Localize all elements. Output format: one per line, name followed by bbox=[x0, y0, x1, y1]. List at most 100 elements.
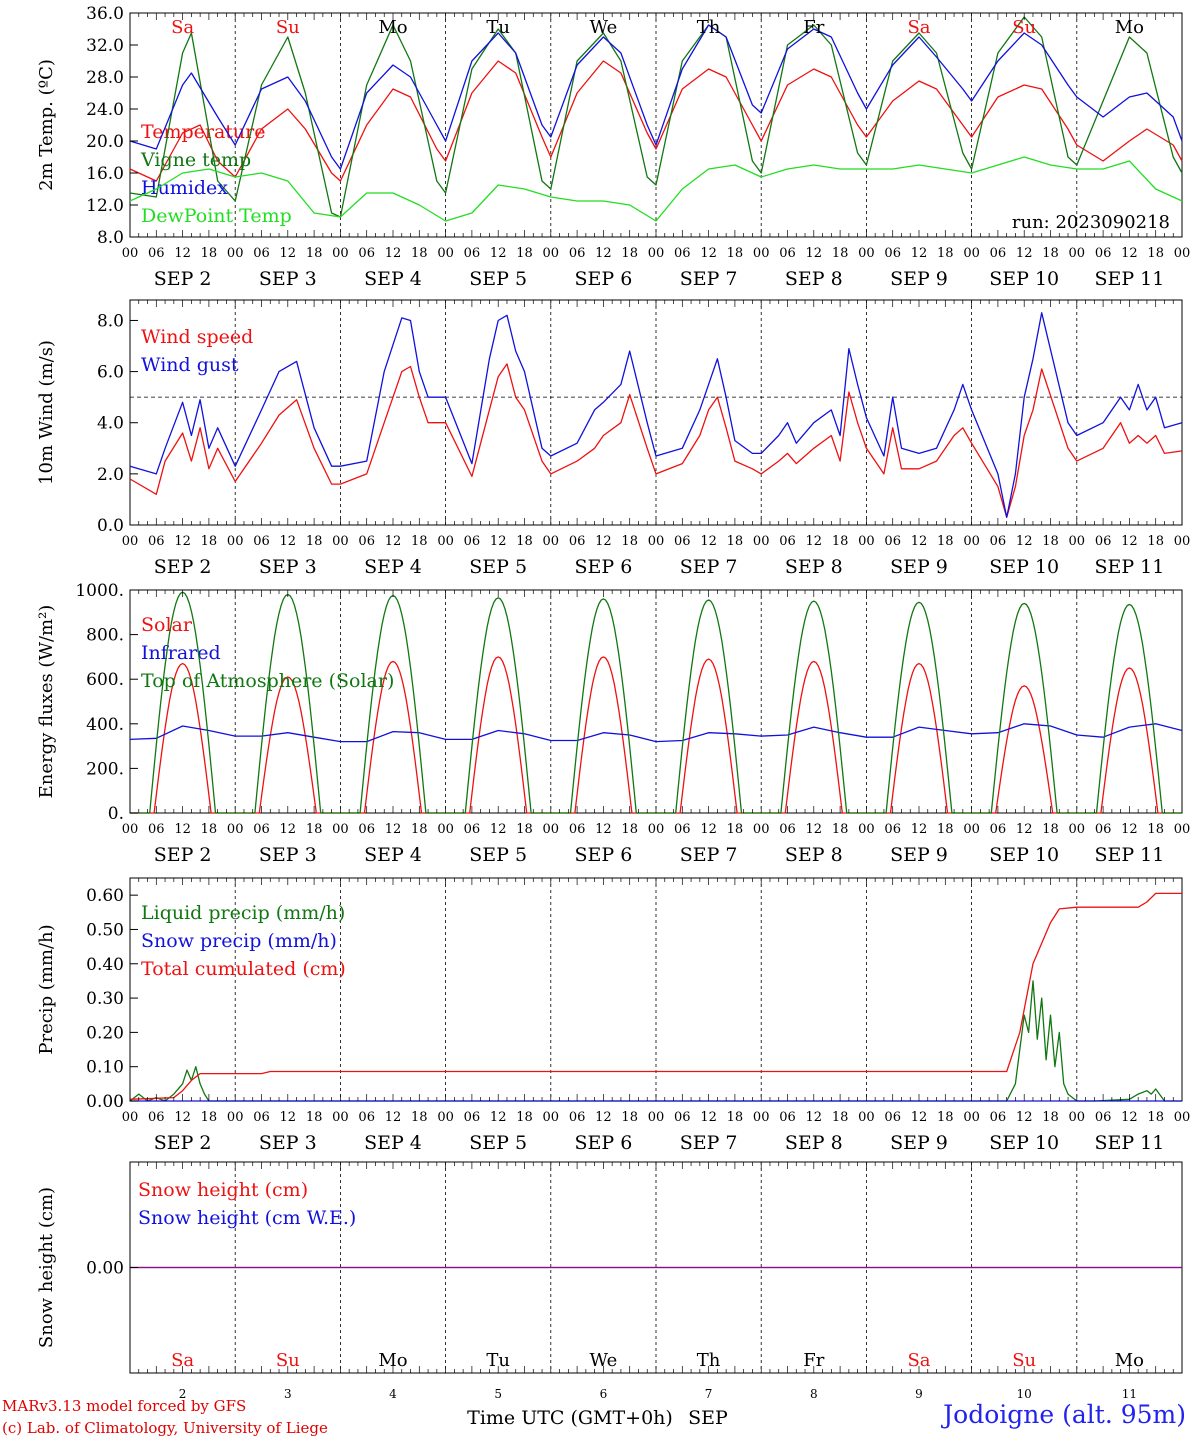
wind-hour-label: 00 bbox=[753, 534, 770, 549]
energy-ytick-label: 600. bbox=[86, 670, 124, 690]
energy-date-label: SEP 11 bbox=[1094, 844, 1164, 866]
snow-day-number: 4 bbox=[389, 1387, 397, 1401]
snow-weekday-label: Su bbox=[276, 1350, 300, 1371]
precip-hour-label: 00 bbox=[332, 1110, 349, 1125]
temperature-hour-label: 18 bbox=[1042, 246, 1059, 261]
wind-hour-label: 18 bbox=[1042, 534, 1059, 549]
temperature-hour-label: 00 bbox=[648, 246, 665, 261]
precip-hour-label: 12 bbox=[911, 1110, 928, 1125]
wind-hour-label: 12 bbox=[911, 534, 928, 549]
energy-hour-label: 18 bbox=[1042, 822, 1059, 837]
temperature-legend-label: Vigne temp bbox=[140, 149, 251, 171]
energy-hour-label: 06 bbox=[569, 822, 586, 837]
time-axis-label: Time UTC (GMT+0h) bbox=[467, 1407, 673, 1429]
energy-hour-label: 18 bbox=[411, 822, 428, 837]
precip-hour-label: 06 bbox=[1095, 1110, 1112, 1125]
snow-day-number: 9 bbox=[915, 1387, 923, 1401]
snow-day-number: 2 bbox=[179, 1387, 187, 1401]
wind-ylabel: 10m Wind (m/s) bbox=[36, 340, 57, 485]
temperature-hour-label: 06 bbox=[779, 246, 796, 261]
snow-day-number: 6 bbox=[600, 1387, 608, 1401]
temperature-series-line bbox=[129, 16, 1183, 218]
temperature-date-label: SEP 7 bbox=[680, 268, 738, 290]
precip-ytick-label: 0.50 bbox=[86, 920, 124, 940]
temperature-hour-label: 06 bbox=[674, 246, 691, 261]
wind-frame bbox=[129, 299, 1183, 526]
snow-weekday-label: Mo bbox=[378, 1350, 407, 1371]
precip-ytick-label: 0.20 bbox=[86, 1023, 124, 1043]
wind-hour-label: 00 bbox=[227, 534, 244, 549]
wind-ytick-label: 8.0 bbox=[97, 311, 124, 331]
precip-date-label: SEP 2 bbox=[154, 1132, 212, 1154]
energy-date-label: SEP 4 bbox=[364, 844, 422, 866]
precip-axis: 0.60 0.50 0.40 0.30 0.20 0.10 0.00 Precip (mm/h… bbox=[36, 878, 1190, 1154]
energy-hour-label: 18 bbox=[937, 822, 954, 837]
snow-ylabel: Snow height (cm) bbox=[36, 1187, 57, 1348]
energy-hour-label: 12 bbox=[1121, 822, 1138, 837]
precip-ytick-label: 0.00 bbox=[86, 1092, 124, 1112]
wind-hour-label: 12 bbox=[700, 534, 717, 549]
energy-hour-label: 06 bbox=[990, 822, 1007, 837]
wind-ytick-label: 4.0 bbox=[97, 414, 124, 434]
wind-date-label: SEP 8 bbox=[785, 556, 843, 578]
energy-grid bbox=[129, 589, 1183, 814]
precip-date-label: SEP 8 bbox=[785, 1132, 843, 1154]
precip-hour-label: 12 bbox=[595, 1110, 612, 1125]
snow-series: Snow height (cm) Snow height (cm W.E.) bbox=[130, 1179, 1182, 1269]
wind-hour-label: 18 bbox=[937, 534, 954, 549]
energy-hour-label: 12 bbox=[700, 822, 717, 837]
temperature-hour-label: 12 bbox=[1121, 246, 1138, 261]
precip-hour-label: 00 bbox=[648, 1110, 665, 1125]
precip-hour-label: 00 bbox=[858, 1110, 875, 1125]
precip-legend-label: Total cumulated (cm) bbox=[141, 958, 346, 980]
precip-ytick-label: 0.10 bbox=[86, 1058, 124, 1078]
temperature-hour-label: 00 bbox=[332, 246, 349, 261]
wind-hour-label: 00 bbox=[437, 534, 454, 549]
energy-legend-label: Top of Atmosphere (Solar) bbox=[141, 670, 394, 692]
energy-series-line bbox=[129, 723, 1183, 743]
temperature-hour-label: 06 bbox=[358, 246, 375, 261]
energy-date-label: SEP 3 bbox=[259, 844, 317, 866]
precip-date-label: SEP 6 bbox=[574, 1132, 632, 1154]
wind-ytick-label: 2.0 bbox=[97, 465, 124, 485]
wind-hour-label: 12 bbox=[806, 534, 823, 549]
station-name: Jodoigne (alt. 95m) bbox=[943, 1400, 1186, 1429]
precip-hour-label: 18 bbox=[727, 1110, 744, 1125]
energy-hour-label: 18 bbox=[727, 822, 744, 837]
precip-hour-label: 18 bbox=[306, 1110, 323, 1125]
energy-hour-label: 00 bbox=[543, 822, 560, 837]
energy-series: Solar Infrared Top of Atmosphere (Solar) bbox=[129, 591, 1183, 814]
temperature-hour-label: 06 bbox=[253, 246, 270, 261]
energy-hour-label: 12 bbox=[595, 822, 612, 837]
snow-weekday-label: We bbox=[590, 1350, 618, 1371]
energy-hour-label: 12 bbox=[911, 822, 928, 837]
temperature-hour-label: 00 bbox=[858, 246, 875, 261]
temperature-weekday-label: Th bbox=[697, 17, 721, 38]
temperature-date-label: SEP 9 bbox=[890, 268, 948, 290]
snow-weekday-label: Fr bbox=[803, 1350, 824, 1371]
energy-ytick-label: 400. bbox=[86, 715, 124, 735]
energy-legend-label: Infrared bbox=[141, 642, 221, 664]
temperature-series-line bbox=[129, 24, 1183, 170]
temperature-weekday-label: Su bbox=[1012, 17, 1036, 38]
temperature-weekday-label: Mo bbox=[1115, 17, 1144, 38]
temperature-hour-label: 00 bbox=[437, 246, 454, 261]
snow-legend-label: Snow height (cm W.E.) bbox=[138, 1207, 356, 1229]
wind-hour-label: 06 bbox=[358, 534, 375, 549]
wind-grid bbox=[129, 299, 1183, 526]
energy-axis: 1000. 800. 600. 400. 200. 0. Energy fluxes (W/… bbox=[36, 581, 1190, 866]
wind-hour-label: 12 bbox=[174, 534, 191, 549]
precip-hour-label: 12 bbox=[174, 1110, 191, 1125]
snow-day-number: 8 bbox=[810, 1387, 818, 1401]
precip-hour-label: 18 bbox=[1042, 1110, 1059, 1125]
energy-ytick-label: 200. bbox=[86, 759, 124, 779]
temperature-ytick-label: 8.0 bbox=[97, 228, 124, 248]
precip-ylabel: Precip (mm/h) bbox=[36, 924, 57, 1054]
temperature-hour-label: 06 bbox=[569, 246, 586, 261]
temperature-date-label: SEP 3 bbox=[259, 268, 317, 290]
energy-hour-label: 06 bbox=[464, 822, 481, 837]
precip-hour-label: 06 bbox=[148, 1110, 165, 1125]
energy-hour-label: 18 bbox=[201, 822, 218, 837]
precip-ytick-label: 0.60 bbox=[86, 886, 124, 906]
